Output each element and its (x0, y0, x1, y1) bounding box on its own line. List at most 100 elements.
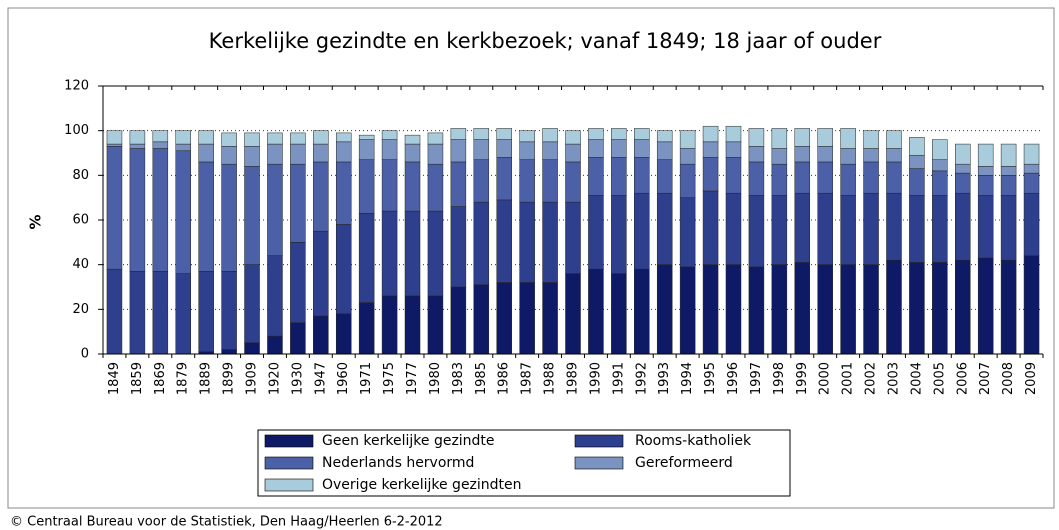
bar-segment (198, 161, 214, 272)
x-tick-label: 1989 (566, 362, 581, 395)
bar-segment (932, 262, 948, 355)
y-tick-label: 120 (64, 79, 89, 94)
bar-segment (817, 161, 833, 194)
bar-segment (748, 128, 765, 147)
bar-segment (244, 166, 260, 265)
x-tick-label: 1997 (749, 362, 764, 395)
bar-segment (702, 264, 719, 355)
bar-segment (290, 322, 306, 355)
bar-segment (542, 141, 558, 160)
x-tick-label: 2009 (1024, 362, 1039, 395)
y-tick-label: 0 (81, 347, 89, 362)
x-tick-label: 1920 (267, 362, 282, 395)
bar-segment (175, 273, 191, 355)
bar-segment (611, 273, 627, 355)
bar-segment (450, 139, 467, 163)
bar-segment (977, 195, 994, 259)
bar-segment (313, 315, 329, 355)
bar-segment (1023, 172, 1040, 194)
x-tick-label: 1999 (795, 362, 810, 395)
bar-segment (473, 128, 490, 140)
x-tick-label: 1947 (313, 362, 328, 395)
bar-segment (794, 146, 811, 163)
bar-segment (221, 349, 237, 355)
bar-segment (496, 128, 512, 140)
bar-segment (335, 132, 352, 143)
bar-segment (381, 159, 398, 212)
legend-label: Gereformeerd (635, 455, 733, 471)
bar-segment (313, 143, 329, 163)
bar-segment (725, 141, 742, 158)
bar-segment (175, 150, 191, 274)
bar-segment (358, 213, 375, 303)
bar-segment (519, 282, 535, 355)
x-tick-label: 1975 (382, 362, 397, 395)
x-tick-label: 1960 (336, 362, 351, 395)
y-tick-label: 40 (72, 257, 89, 272)
bar-segment (335, 313, 352, 355)
bar-segment (909, 154, 925, 169)
y-tick-label: 100 (64, 123, 89, 138)
source: © Centraal Bureau voor de Statistiek, De… (10, 515, 443, 530)
x-tick-label: 1849 (107, 362, 122, 395)
x-tick-label: 1985 (474, 362, 489, 395)
bar-segment (955, 259, 971, 355)
bar-segment (886, 130, 902, 149)
bar-segment (1000, 259, 1017, 355)
x-tick-label: 1996 (726, 362, 741, 395)
bar-segment (656, 130, 673, 143)
bar-segment (748, 266, 765, 355)
bar-segment (588, 268, 604, 355)
bar-segment (1023, 192, 1040, 256)
bar-segment (725, 157, 742, 194)
bar-segment (358, 302, 375, 355)
bar-segment (817, 264, 833, 355)
bar-segment (427, 163, 444, 212)
bar-segment (909, 137, 925, 156)
bar-segment (427, 295, 444, 355)
bar-segment (794, 262, 811, 355)
x-tick-label: 1859 (130, 362, 145, 395)
bar-segment (863, 161, 879, 194)
bar-segment (335, 161, 352, 225)
bar-segment (381, 295, 398, 355)
bar-segment (496, 157, 512, 201)
bar-segment (955, 172, 971, 194)
bar-segment (404, 143, 421, 163)
bar-segment (244, 146, 260, 167)
bar-segment (886, 192, 902, 261)
bar-segment (817, 192, 833, 265)
bar-segment (565, 201, 581, 274)
bar-segment (427, 210, 444, 297)
bar-segment (863, 130, 879, 149)
bar-segment (840, 148, 856, 165)
bar-segment (519, 130, 535, 143)
bar-segment (817, 146, 833, 163)
x-tick-label: 1889 (199, 362, 214, 395)
bar-segment (129, 130, 146, 145)
bar-segment (106, 268, 123, 355)
bar-segment (152, 141, 169, 149)
x-tick-label: 1971 (359, 362, 374, 395)
bar-segment (1000, 175, 1017, 196)
bar-segment (267, 163, 283, 256)
bar-segment (840, 128, 856, 149)
bar-segment (588, 157, 604, 196)
bar-segment (313, 230, 329, 317)
bar-segment (886, 259, 902, 355)
legend-swatch (264, 478, 314, 492)
x-tick-label: 1930 (290, 362, 305, 395)
bar-segment (1000, 143, 1017, 167)
x-tick-label: 1998 (772, 362, 787, 395)
y-tick-label: 80 (72, 168, 89, 183)
x-tick-label: 1879 (176, 362, 191, 395)
x-tick-label: 1977 (405, 362, 420, 395)
bar-segment (221, 132, 237, 147)
bar-segment (977, 257, 994, 355)
bar-segment (932, 195, 948, 263)
bar-segment (634, 157, 650, 194)
legend-swatch (264, 434, 314, 448)
bar-segment (221, 163, 237, 272)
bar-segment (290, 132, 306, 145)
